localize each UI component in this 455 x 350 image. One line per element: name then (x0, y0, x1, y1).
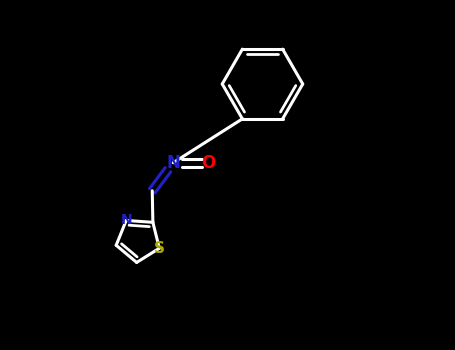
Text: N: N (121, 214, 132, 228)
Text: S: S (154, 241, 165, 256)
Text: O: O (201, 154, 215, 172)
Text: N: N (167, 154, 180, 172)
